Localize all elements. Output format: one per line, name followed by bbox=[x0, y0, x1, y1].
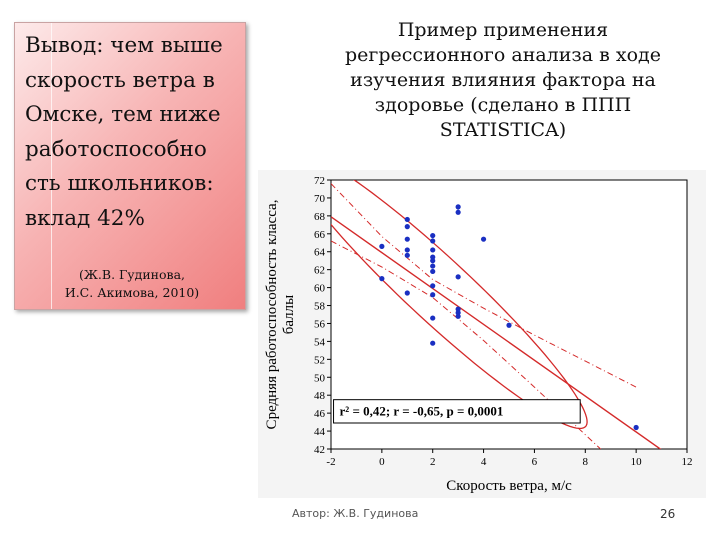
confidence-band-upper bbox=[331, 183, 637, 388]
conclusion-box: Вывод: чем выше скорость ветра в Омске, … bbox=[14, 22, 246, 310]
y-tick-label: 48 bbox=[314, 390, 326, 402]
data-point bbox=[430, 315, 436, 321]
data-point bbox=[455, 310, 461, 316]
data-point bbox=[430, 283, 436, 289]
footer-author: Автор: Ж.В. Гудинова bbox=[292, 507, 419, 520]
x-tick-label: 4 bbox=[481, 456, 487, 468]
x-axis-label: Скорость ветра, м/с bbox=[446, 478, 572, 494]
data-point bbox=[506, 322, 512, 328]
x-tick-label: -2 bbox=[326, 456, 335, 468]
data-point bbox=[404, 216, 410, 223]
box-accent-line bbox=[51, 23, 52, 309]
data-point bbox=[455, 209, 461, 215]
stats-annotation: r² = 0,42; r = -0,65, p = 0,0001 bbox=[340, 404, 504, 419]
data-point bbox=[430, 254, 436, 260]
plot-content bbox=[331, 180, 662, 449]
y-tick-label: 72 bbox=[314, 175, 325, 187]
data-point bbox=[430, 268, 436, 275]
y-tick-label: 68 bbox=[314, 211, 326, 223]
y-axis-label: Средняя работоспособность класса,баллы bbox=[264, 200, 297, 430]
y-tick-label: 52 bbox=[314, 354, 325, 366]
data-point bbox=[430, 247, 436, 253]
x-tick-label: 10 bbox=[631, 456, 643, 468]
y-tick-label: 46 bbox=[314, 408, 326, 420]
y-tick-label: 56 bbox=[314, 318, 326, 330]
y-tick-label: 44 bbox=[314, 426, 326, 438]
data-point bbox=[455, 274, 461, 280]
data-point bbox=[379, 243, 385, 249]
data-point bbox=[404, 236, 410, 242]
slide-title: Пример применения регрессионного анализа… bbox=[345, 19, 661, 141]
y-tick-label: 42 bbox=[314, 444, 325, 456]
x-tick-label: 0 bbox=[379, 456, 385, 468]
y-tick-label: 60 bbox=[314, 283, 326, 295]
regression-chart: -2 0 2 4 6 8 10 12 42 44 46 48 50 52 54 56 58 60 62 64 66 68 7… bbox=[258, 170, 706, 498]
regression-line bbox=[331, 216, 662, 449]
y-tick-label: 50 bbox=[314, 372, 326, 384]
data-point bbox=[455, 306, 461, 312]
y-tick-label: 66 bbox=[314, 229, 326, 241]
y-tick-label: 58 bbox=[314, 301, 326, 313]
stats-annotation-box bbox=[333, 399, 581, 424]
x-tick-label: 12 bbox=[682, 456, 693, 468]
data-point bbox=[430, 340, 436, 346]
conclusion-text: Вывод: чем выше скорость ветра в Омске, … bbox=[25, 33, 223, 231]
x-tick-label: 8 bbox=[583, 456, 589, 468]
data-point bbox=[379, 276, 385, 282]
data-point bbox=[480, 236, 487, 242]
y-axis-label-line-1: Средняя работоспособность класса, bbox=[264, 200, 280, 430]
y-tick-label: 62 bbox=[314, 265, 325, 277]
citation: (Ж.В. Гудинова, И.С. Акимова, 2010) bbox=[27, 266, 237, 302]
x-tick-label: 6 bbox=[532, 456, 538, 468]
confidence-band-lower bbox=[331, 240, 602, 449]
data-point bbox=[455, 313, 461, 319]
y-tick-label: 70 bbox=[314, 193, 326, 205]
data-point bbox=[455, 204, 461, 210]
citation-line-2: И.С. Акимова, 2010) bbox=[64, 285, 200, 300]
data-point bbox=[404, 247, 410, 253]
chart-svg: -2 0 2 4 6 8 10 1242444648505254565860626466687… bbox=[258, 170, 706, 498]
data-point bbox=[430, 292, 436, 298]
y-tick-label: 54 bbox=[314, 336, 326, 348]
data-point bbox=[430, 263, 436, 269]
y-tick-label: 64 bbox=[314, 247, 326, 259]
x-tick-label: 2 bbox=[430, 456, 436, 468]
data-point bbox=[633, 424, 639, 431]
page-number: 26 bbox=[660, 507, 676, 521]
confidence-ellipse bbox=[331, 180, 588, 430]
data-point bbox=[430, 232, 436, 239]
data-point bbox=[404, 252, 410, 258]
data-point bbox=[404, 290, 410, 296]
data-point bbox=[430, 238, 436, 244]
citation-line-1: (Ж.В. Гудинова, bbox=[78, 267, 185, 282]
y-axis-label-line-2: баллы bbox=[281, 295, 297, 334]
data-point bbox=[430, 258, 436, 264]
data-point bbox=[404, 224, 410, 230]
